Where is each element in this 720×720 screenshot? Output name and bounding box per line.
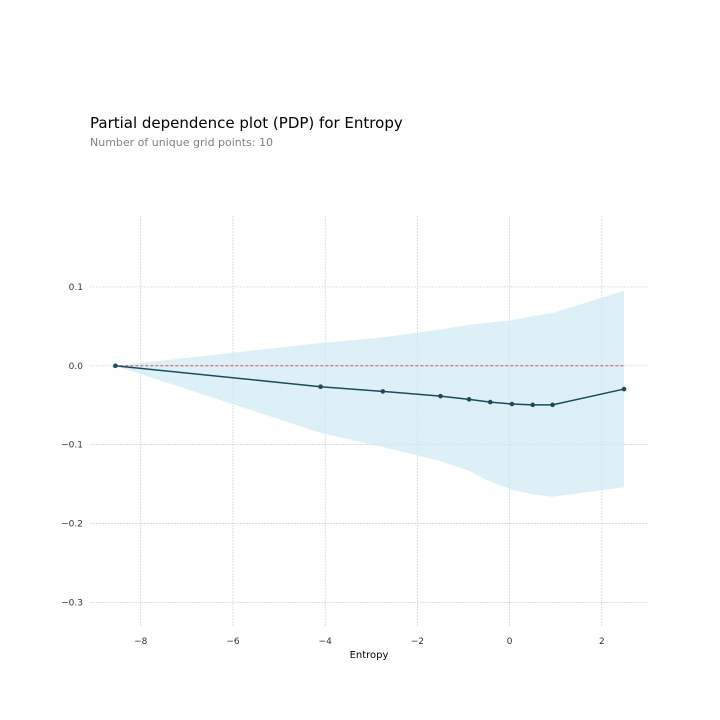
pdp-line [115, 365, 625, 406]
pdp-point-layer [113, 363, 627, 408]
pdp-point [113, 363, 118, 369]
pdp-point [380, 389, 386, 394]
chart-title: Partial dependence plot (PDP) for Entrop… [90, 114, 403, 132]
x-tick-label: −2 [411, 637, 424, 647]
tick-label-layer: −8 −6 −4 −2 0 2 0.1 0.0 −0.1 −0.2 −0.3 [61, 283, 605, 647]
x-tick-label: −4 [319, 637, 333, 647]
confidence-band-layer [115, 290, 625, 497]
pdp-line-layer [115, 365, 625, 406]
x-tick-label: 0 [507, 637, 513, 647]
pdp-point [550, 402, 555, 408]
y-tick-label: 0.1 [69, 283, 83, 293]
pdp-point [509, 401, 515, 407]
y-tick-label: −0.3 [61, 598, 83, 608]
pdp-point [621, 386, 627, 392]
pdp-point [318, 384, 323, 390]
y-tick-label: 0.0 [69, 362, 84, 372]
pdp-point [438, 393, 443, 399]
x-tick-label: −8 [134, 637, 148, 647]
pdp-point [487, 399, 493, 405]
x-axis-label: Entropy [350, 650, 389, 661]
y-tick-label: −0.1 [61, 441, 83, 451]
y-tick-label: −0.2 [61, 520, 83, 530]
x-tick-label: 2 [599, 637, 605, 647]
pdp-point [530, 402, 536, 408]
pdp-point [466, 397, 472, 402]
x-tick-label: −6 [226, 637, 240, 647]
confidence-band [115, 290, 625, 497]
chart-subtitle: Number of unique grid points: 10 [90, 136, 274, 149]
